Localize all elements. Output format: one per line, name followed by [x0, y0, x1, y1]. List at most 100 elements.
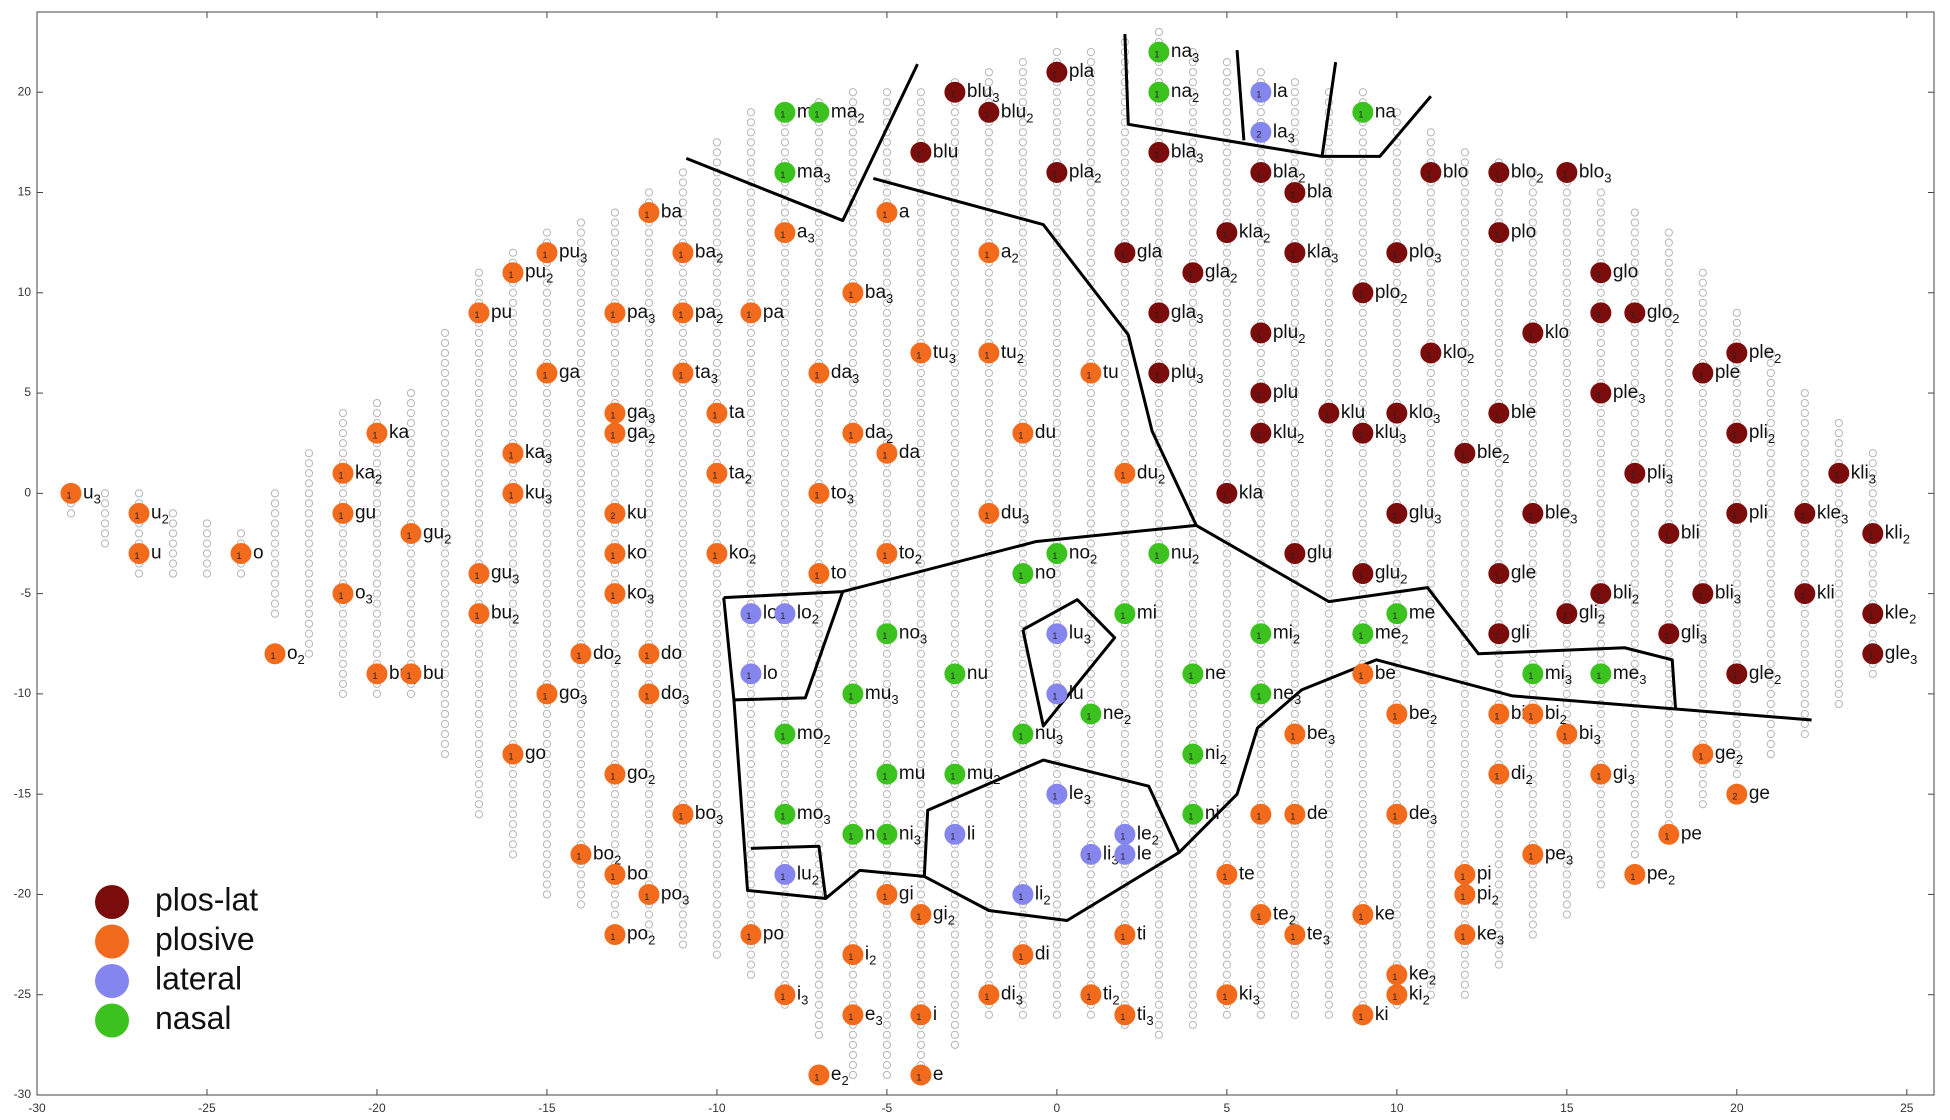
- sample-dot: [916, 1030, 926, 1039]
- point-label-text: mo: [797, 803, 823, 824]
- sample-dot: [882, 1010, 892, 1019]
- point-label-text: ka: [389, 422, 410, 443]
- sample-dot: [984, 739, 993, 749]
- sample-dot: [304, 559, 314, 568]
- sample-dot: [576, 569, 586, 578]
- sample-dot: [542, 469, 552, 478]
- sample-dot: [678, 178, 688, 187]
- sample-dot: [1052, 820, 1061, 829]
- point-label-text: gi: [933, 904, 948, 925]
- sample-dot: [1018, 930, 1027, 939]
- sample-dot: [848, 308, 858, 317]
- sample-dot: [1086, 940, 1095, 949]
- sample-dot: [984, 449, 993, 458]
- sample-dot: [1222, 358, 1231, 368]
- point-label-sub: 3: [1700, 632, 1707, 647]
- sample-dot: [644, 278, 654, 287]
- sample-dot: [1188, 699, 1197, 709]
- point-label-text: tu: [1103, 362, 1119, 383]
- sample-dot: [848, 358, 858, 368]
- sample-dot: [576, 880, 586, 889]
- sample-dot: [1052, 298, 1061, 307]
- sample-dot: [780, 308, 790, 317]
- sample-dot: [1222, 439, 1231, 448]
- point-count: 2: [610, 511, 615, 521]
- point-label-sub: 3: [545, 452, 552, 467]
- point-label: me: [1409, 603, 1435, 624]
- sample-dot: [848, 228, 858, 237]
- point-label-text: ti: [1137, 924, 1147, 945]
- point-label-text: pe: [1681, 823, 1702, 844]
- sample-dot: [576, 719, 586, 729]
- sample-dot: [1188, 318, 1197, 327]
- point-count: 1: [1698, 591, 1703, 601]
- sample-dot: [542, 880, 552, 889]
- point-label-text: gla: [1205, 262, 1231, 283]
- point-count: 1: [372, 431, 377, 441]
- sample-dot: [508, 719, 518, 729]
- sample-dot: [814, 599, 824, 608]
- sample-dot: [1086, 398, 1095, 408]
- sample-dot: [1086, 739, 1095, 749]
- sample-dot: [1052, 1010, 1061, 1019]
- sample-dot: [950, 228, 960, 237]
- sample-dot: [916, 88, 926, 97]
- point-label-sub: 2: [512, 612, 519, 627]
- y-tick-label: 15: [18, 185, 32, 199]
- sample-dot: [542, 890, 552, 899]
- sample-dot: [1018, 158, 1027, 167]
- sample-dot: [576, 890, 586, 899]
- sample-dot: [610, 739, 620, 749]
- point-label-text: di: [1511, 763, 1526, 784]
- x-tick-label: -20: [368, 1101, 386, 1115]
- point-count: 1: [916, 1012, 921, 1022]
- sample-dot: [1120, 378, 1129, 388]
- sample-dot: [712, 659, 722, 668]
- sample-dot: [678, 479, 688, 488]
- sample-dot: [882, 348, 892, 358]
- sample-dot: [372, 499, 382, 508]
- x-tick-label: -10: [708, 1101, 726, 1115]
- point-label-text: e: [933, 1064, 944, 1085]
- sample-dot: [1120, 419, 1129, 428]
- sample-dot: [576, 348, 586, 358]
- sample-dot: [814, 238, 824, 247]
- legend-marker: [95, 924, 129, 959]
- sample-dot: [984, 669, 993, 678]
- sample-dot: [1188, 198, 1197, 207]
- sample-dot: [882, 188, 892, 197]
- sample-dot: [1188, 900, 1197, 909]
- point-count: 1: [474, 571, 479, 581]
- point-label-sub: 2: [1774, 672, 1781, 687]
- point-label-text: pe: [1545, 843, 1566, 864]
- point-count: 1: [1392, 611, 1397, 621]
- point-label: li: [967, 823, 975, 844]
- sample-dot: [746, 770, 756, 779]
- sample-dot: [746, 820, 756, 829]
- sample-dot: [1222, 449, 1231, 458]
- sample-dot: [916, 178, 926, 187]
- point-label-text: du: [1035, 422, 1056, 443]
- point-label-text: be: [1375, 663, 1396, 684]
- legend-marker: [95, 1003, 129, 1038]
- point-count: 1: [508, 751, 513, 761]
- sample-dot: [1188, 1010, 1197, 1019]
- sample-dot: [372, 398, 382, 408]
- sample-dot: [576, 218, 586, 227]
- sample-dot: [1018, 368, 1027, 378]
- sample-dot: [712, 188, 722, 197]
- sample-dot: [712, 208, 722, 217]
- sample-dot: [1086, 890, 1095, 899]
- sample-dot: [712, 910, 722, 919]
- sample-dot: [1222, 900, 1231, 909]
- sample-dot: [576, 689, 586, 698]
- sample-dot: [950, 118, 960, 127]
- sample-dot: [780, 258, 790, 267]
- sample-dot: [270, 539, 280, 548]
- point-label-sub: 2: [546, 271, 553, 286]
- sample-dot: [1018, 549, 1027, 558]
- sample-dot: [950, 850, 960, 859]
- sample-dot: [1086, 870, 1095, 879]
- sample-dot: [780, 780, 790, 789]
- sample-dot: [1052, 118, 1061, 127]
